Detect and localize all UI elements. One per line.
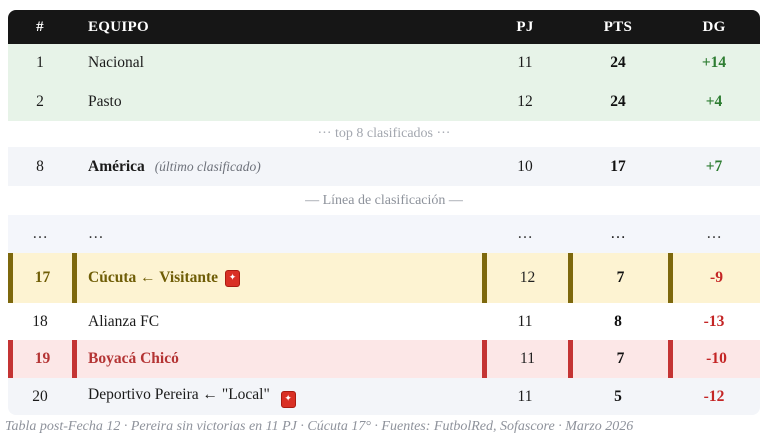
pj-cell: 11 [482, 340, 568, 378]
pj-cell: 11 [517, 54, 533, 71]
separator-classification-line: — Línea de clasificación — [8, 186, 760, 215]
table-row-ellipsis: … … … … … [8, 215, 760, 253]
header-dg: DG [702, 18, 726, 35]
pj-cell: 12 [482, 253, 568, 303]
header-pts: PTS [603, 18, 633, 35]
pj-cell: 11 [517, 312, 533, 330]
position-cell: … [32, 225, 48, 242]
team-cell: Nacional [88, 54, 144, 71]
position-cell: 19 [8, 340, 72, 378]
pj-cell: 11 [517, 387, 533, 405]
table-row-pereira: 20 Deportivo Pereira ← "Local" ✦ 11 5 -1… [8, 378, 760, 415]
position-cell: 20 [32, 387, 48, 405]
pj-cell: 12 [517, 92, 533, 110]
pj-cell: … [517, 225, 533, 242]
pts-cell: 7 [568, 253, 668, 303]
dg-cell: -13 [703, 312, 725, 330]
dg-cell: -12 [703, 387, 725, 405]
table-header-row: # EQUIPO PJ PTS DG [8, 10, 760, 44]
separator-top8: ··· top 8 clasificados ··· [8, 121, 760, 147]
table-row-nacional: 1 Nacional 11 24 +14 [8, 44, 760, 82]
table-row-cucuta: 17 Cúcuta ← Visitante ✦ 12 7 -9 [8, 253, 760, 303]
dg-cell: +7 [705, 157, 723, 175]
pts-cell: 24 [610, 54, 626, 71]
team-name: Cúcuta ← Visitante [88, 269, 219, 286]
pts-cell: 7 [568, 340, 668, 378]
team-cell: … [88, 225, 104, 242]
table-footnote: Tabla post-Fecha 12 · Pereira sin victor… [5, 419, 634, 434]
table-row-boyaca: 19 Boyacá Chicó 11 7 -10 [8, 340, 760, 378]
team-cell: Cúcuta ← Visitante ✦ [72, 253, 482, 303]
standings-table: # EQUIPO PJ PTS DG 1 Nacional 11 24 +14 … [8, 10, 760, 415]
pts-cell: 17 [610, 157, 626, 175]
position-cell: 18 [32, 312, 48, 330]
position-cell: 2 [36, 92, 44, 110]
team-note: (último clasificado) [154, 158, 261, 174]
pts-cell: 5 [614, 387, 622, 405]
pts-cell: … [610, 225, 626, 242]
table-row-pasto: 2 Pasto 12 24 +4 [8, 82, 760, 121]
team-name: América [88, 157, 145, 175]
table-row-america: 8 América (último clasificado) 10 17 +7 [8, 147, 760, 186]
pj-cell: 10 [517, 157, 533, 175]
red-badge-icon: ✦ [225, 269, 241, 287]
team-cell: Alianza FC [88, 312, 160, 330]
team-name: Deportivo Pereira ← "Local" [88, 385, 270, 403]
team-cell: América (último clasificado) [72, 158, 482, 176]
red-badge-icon: ✦ [280, 390, 296, 408]
dg-cell: +14 [701, 54, 727, 71]
header-position: # [36, 18, 44, 35]
header-team: EQUIPO [88, 18, 149, 35]
pts-cell: 8 [614, 312, 622, 330]
position-cell: 8 [36, 157, 44, 175]
team-cell: Pasto [88, 92, 122, 110]
dg-cell: +4 [705, 92, 723, 110]
team-cell: Deportivo Pereira ← "Local" ✦ [72, 386, 482, 408]
position-cell: 1 [36, 54, 44, 71]
dg-cell: -9 [668, 253, 760, 303]
team-cell: Boyacá Chicó [72, 340, 482, 378]
pts-cell: 24 [610, 92, 626, 110]
table-row-alianza: 18 Alianza FC 11 8 -13 [8, 303, 760, 340]
dg-cell: … [706, 225, 722, 242]
dg-cell: -10 [668, 340, 760, 378]
header-pj: PJ [516, 18, 534, 35]
position-cell: 17 [8, 253, 72, 303]
